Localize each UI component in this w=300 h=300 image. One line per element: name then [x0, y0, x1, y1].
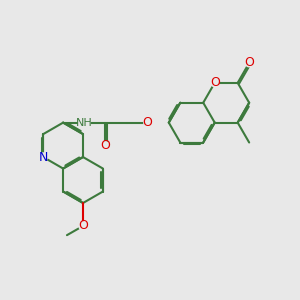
Circle shape	[245, 59, 253, 67]
Text: NH: NH	[76, 118, 93, 128]
Text: O: O	[210, 76, 220, 89]
Circle shape	[211, 79, 218, 87]
Circle shape	[144, 119, 152, 126]
Text: O: O	[244, 56, 254, 69]
Circle shape	[78, 117, 90, 128]
Circle shape	[39, 153, 47, 161]
Circle shape	[102, 142, 109, 149]
Text: O: O	[78, 220, 88, 232]
Circle shape	[79, 222, 87, 230]
Text: O: O	[100, 139, 110, 152]
Text: N: N	[39, 151, 48, 164]
Text: O: O	[143, 116, 153, 129]
